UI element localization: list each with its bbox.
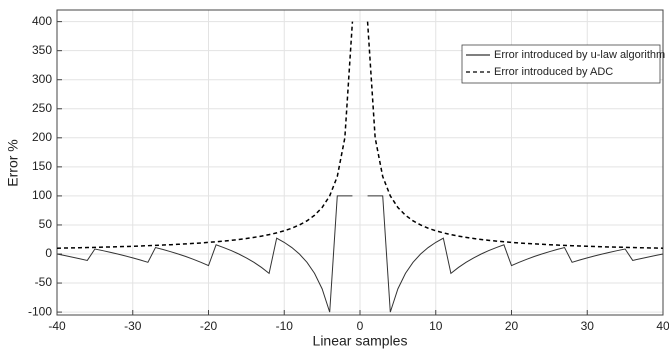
y-axis-label: Error %: [5, 139, 21, 186]
y-tick-label: 50: [39, 217, 53, 231]
x-tick-label: -10: [276, 319, 294, 333]
x-tick-label: 30: [581, 319, 595, 333]
legend-label: Error introduced by ADC: [494, 66, 613, 78]
x-tick-label: 20: [505, 319, 519, 333]
data-line: [56, 195, 664, 313]
x-tick-label: -40: [48, 319, 66, 333]
y-tick-label: 300: [32, 72, 52, 86]
x-axis-label: Linear samples: [313, 333, 408, 349]
y-tick-label: 350: [32, 43, 52, 57]
y-tick-label: 200: [32, 130, 52, 144]
x-tick-label: -30: [124, 319, 142, 333]
y-tick-label: 250: [32, 101, 52, 115]
data-line: [56, 21, 664, 249]
x-tick-label: 10: [429, 319, 443, 333]
legend-label: Error introduced by u-law algorithm: [494, 49, 665, 61]
x-tick-label: -20: [200, 319, 218, 333]
legend-box: [461, 44, 661, 84]
y-tick-label: -50: [35, 275, 53, 289]
x-tick-label: 40: [656, 319, 669, 333]
plot-frame: [56, 9, 664, 316]
y-tick-label: 400: [32, 14, 52, 28]
y-tick-label: -100: [28, 304, 52, 318]
y-tick-label: 0: [45, 246, 52, 260]
y-tick-label: 150: [32, 159, 52, 173]
x-tick-label: 0: [357, 319, 364, 333]
y-tick-label: 100: [32, 188, 52, 202]
